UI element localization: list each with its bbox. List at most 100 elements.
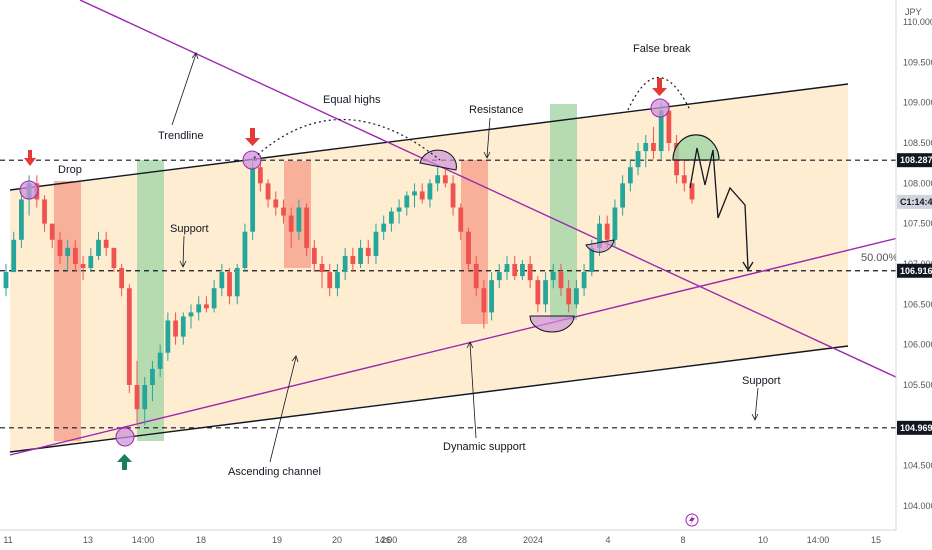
support-left-pointer xyxy=(182,235,185,267)
candle[interactable] xyxy=(358,239,363,269)
candle[interactable] xyxy=(612,199,618,248)
candle[interactable] xyxy=(126,284,132,394)
candle[interactable] xyxy=(635,143,641,176)
candle[interactable] xyxy=(396,199,402,224)
candle[interactable] xyxy=(134,360,140,426)
candle[interactable] xyxy=(227,268,232,305)
candle[interactable] xyxy=(150,360,155,402)
candle[interactable] xyxy=(19,191,24,248)
candle[interactable] xyxy=(689,183,695,204)
green-zone[interactable] xyxy=(550,104,577,320)
candle[interactable] xyxy=(489,272,494,321)
candle[interactable] xyxy=(319,255,325,289)
channel-upper-line[interactable] xyxy=(9,83,849,191)
candle[interactable] xyxy=(520,259,525,281)
candle[interactable] xyxy=(381,215,387,240)
candle[interactable] xyxy=(119,264,125,297)
candle[interactable] xyxy=(527,255,533,289)
candle[interactable] xyxy=(412,183,417,208)
candle[interactable] xyxy=(442,167,448,188)
candle[interactable] xyxy=(103,231,109,256)
candle[interactable] xyxy=(373,223,379,264)
candle[interactable] xyxy=(142,376,148,426)
price-tag[interactable]: 106.916 xyxy=(897,263,932,278)
candle[interactable] xyxy=(88,247,94,273)
candle[interactable] xyxy=(304,203,309,256)
candle[interactable] xyxy=(627,159,633,192)
candle[interactable] xyxy=(180,312,186,345)
candle[interactable] xyxy=(196,296,202,321)
candle[interactable] xyxy=(466,227,471,273)
candle[interactable] xyxy=(188,304,194,329)
candle[interactable] xyxy=(643,134,649,168)
candle[interactable] xyxy=(72,239,78,273)
candle[interactable] xyxy=(458,203,464,240)
candle[interactable] xyxy=(427,179,433,208)
label-ascending-channel: Ascending channel xyxy=(228,466,321,478)
candle[interactable] xyxy=(80,255,86,281)
candle[interactable] xyxy=(11,231,17,273)
candle[interactable] xyxy=(543,272,548,313)
candle[interactable] xyxy=(573,280,579,309)
candle[interactable] xyxy=(389,207,394,232)
candle[interactable] xyxy=(481,280,487,329)
candle[interactable] xyxy=(566,280,572,313)
candle-body xyxy=(558,272,564,289)
candle[interactable] xyxy=(165,312,171,361)
candle[interactable] xyxy=(211,280,217,313)
candle[interactable] xyxy=(651,126,656,160)
projected-path[interactable] xyxy=(689,147,749,269)
candle[interactable] xyxy=(219,264,225,297)
candle[interactable] xyxy=(57,231,63,264)
candle[interactable] xyxy=(265,179,271,208)
candle[interactable] xyxy=(342,247,348,281)
candle[interactable] xyxy=(96,231,101,260)
candle[interactable] xyxy=(111,247,117,273)
candle[interactable] xyxy=(473,255,479,297)
candle[interactable] xyxy=(504,255,510,281)
candle[interactable] xyxy=(250,159,256,240)
price-tag[interactable]: 108.287 xyxy=(897,153,932,168)
candle[interactable] xyxy=(681,159,687,192)
descending-trendline[interactable] xyxy=(79,0,899,379)
green-zone[interactable] xyxy=(137,160,164,441)
candle[interactable] xyxy=(450,175,456,216)
dynamic-support-trendline[interactable] xyxy=(9,237,899,456)
candle[interactable] xyxy=(512,255,518,281)
candle[interactable] xyxy=(242,223,248,273)
candle[interactable] xyxy=(49,223,55,248)
label-equal-highs: Equal highs xyxy=(323,94,381,106)
candle[interactable] xyxy=(311,239,317,273)
red-zone[interactable] xyxy=(54,181,81,441)
candle[interactable] xyxy=(365,239,371,264)
candle[interactable] xyxy=(281,199,286,224)
candle[interactable] xyxy=(535,276,541,313)
price-tag[interactable]: C1:14:44 xyxy=(897,194,932,209)
price-tag[interactable]: 104.969 xyxy=(897,420,932,435)
candle[interactable] xyxy=(558,264,564,297)
candle[interactable] xyxy=(3,264,9,297)
candle[interactable] xyxy=(435,167,441,192)
channel-lower-line[interactable] xyxy=(9,345,849,453)
candle[interactable] xyxy=(327,264,333,297)
candle[interactable] xyxy=(404,191,410,216)
candle[interactable] xyxy=(273,191,279,216)
candle[interactable] xyxy=(335,264,340,297)
candle[interactable] xyxy=(350,247,356,273)
candle[interactable] xyxy=(620,175,626,216)
candle[interactable] xyxy=(296,199,302,240)
candle[interactable] xyxy=(581,264,587,297)
candle[interactable] xyxy=(157,344,163,377)
candle[interactable] xyxy=(204,296,209,313)
x-tick-label: 15 xyxy=(871,535,881,545)
candle[interactable] xyxy=(65,239,71,273)
candle[interactable] xyxy=(234,264,240,305)
candle[interactable] xyxy=(288,207,294,248)
candle[interactable] xyxy=(419,183,425,204)
candle[interactable] xyxy=(173,312,178,345)
candle[interactable] xyxy=(550,264,556,289)
candle[interactable] xyxy=(42,195,47,232)
candle-body xyxy=(157,352,163,369)
false-break-dotted-arc xyxy=(627,77,691,111)
candle[interactable] xyxy=(496,264,502,289)
